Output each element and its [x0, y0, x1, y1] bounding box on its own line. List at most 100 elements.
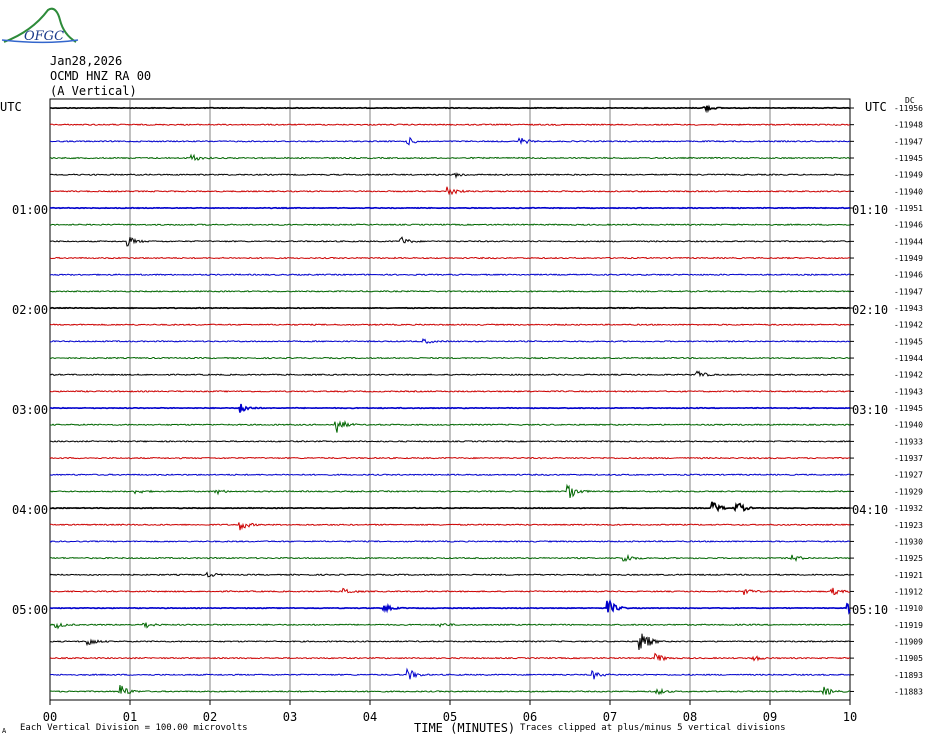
dc-offset-label: -11933	[894, 437, 923, 446]
seismic-trace	[49, 104, 851, 114]
seismic-trace	[49, 123, 851, 127]
dc-offset-label: -11942	[894, 321, 923, 330]
x-tick-label: 10	[843, 710, 857, 724]
seismic-trace	[49, 501, 851, 513]
ofgc-logo: OFGC	[1, 7, 79, 44]
dc-offset-label: -11944	[894, 354, 923, 363]
clip-note: Traces clipped at plus/minus 5 vertical …	[520, 723, 786, 733]
right-time-label: 01:10	[852, 203, 889, 217]
seismic-trace	[49, 553, 851, 563]
header-component: (A Vertical)	[50, 84, 137, 98]
dc-offset-label: -11947	[894, 137, 923, 146]
x-tick-label: 08	[683, 710, 697, 724]
right-time-label: 03:10	[852, 403, 889, 417]
seismic-trace	[49, 390, 851, 393]
x-tick-label: 06	[523, 710, 537, 724]
right-time-label: 05:10	[852, 603, 889, 617]
left-time-label: 01:00	[12, 203, 49, 217]
utc-right-label: UTC	[865, 100, 887, 114]
x-tick-label: 01	[123, 710, 137, 724]
dc-offset-label: -11947	[894, 287, 923, 296]
dc-offset-label: -11927	[894, 471, 923, 480]
dc-offset-label: -11951	[894, 204, 923, 213]
seismic-trace	[49, 136, 850, 146]
seismic-trace	[49, 206, 851, 210]
seismic-trace	[49, 633, 851, 650]
dc-offset-label: -11945	[894, 404, 923, 413]
seismic-trace	[49, 256, 851, 260]
dc-offset-label: -11909	[894, 637, 923, 646]
dc-offset-label: -11943	[894, 387, 923, 396]
seismic-trace	[49, 652, 851, 662]
dc-offset-label: -11943	[894, 304, 923, 313]
dc-offset-label: -11912	[894, 587, 923, 596]
seismic-trace	[49, 622, 851, 630]
dc-offset-label: -11893	[894, 671, 923, 680]
seismic-trace	[49, 370, 851, 378]
seismic-trace	[49, 440, 851, 443]
seismic-trace	[49, 273, 851, 277]
seismic-trace	[49, 685, 850, 696]
dc-offset-label: -11921	[894, 571, 923, 580]
dc-offset-label: -11946	[894, 221, 923, 230]
seismic-trace	[49, 483, 851, 499]
seismic-trace	[49, 306, 851, 310]
right-time-label: 04:10	[852, 503, 889, 517]
dc-offset-label: -11910	[894, 604, 923, 613]
seismic-trace	[50, 337, 851, 344]
dc-offset-label: -11949	[894, 171, 923, 180]
dc-offset-label: -11923	[894, 521, 923, 530]
x-axis-label: TIME (MINUTES)	[414, 721, 516, 735]
dc-offset-label: -11905	[894, 654, 923, 663]
left-time-label: 02:00	[12, 303, 49, 317]
dc-offset-label: -11942	[894, 371, 923, 380]
dc-offset-label: -11945	[894, 154, 923, 163]
dc-offset-label: -11945	[894, 337, 923, 346]
header-station: OCMD HNZ RA 00	[50, 69, 152, 83]
dc-offset-label: -11929	[894, 487, 923, 496]
x-tick-label: 07	[603, 710, 617, 724]
seismic-trace	[49, 223, 851, 226]
dc-offset-label: -11948	[894, 121, 923, 130]
left-time-label: 05:00	[12, 603, 49, 617]
dc-offset-label: -11930	[894, 537, 923, 546]
seismic-trace	[49, 172, 851, 179]
seismic-trace	[49, 456, 851, 460]
seismic-trace	[50, 153, 851, 161]
dc-offset-label: -11937	[894, 454, 923, 463]
header-date: Jan28,2026	[50, 54, 123, 68]
dc-offset-label: -11925	[894, 554, 923, 563]
dc-offset-label: -11940	[894, 421, 923, 430]
seismic-trace	[50, 403, 851, 413]
seismic-trace	[49, 667, 851, 680]
vertical-division-note: Each Vertical Division = 100.00 microvol…	[20, 723, 248, 733]
left-time-label: 03:00	[12, 403, 49, 417]
dc-offset-label: -11883	[894, 687, 923, 696]
x-tick-label: 00	[43, 710, 57, 724]
dc-offset-label: -11946	[894, 271, 923, 280]
x-tick-label: 04	[363, 710, 377, 724]
logo-text: OFGC	[24, 29, 64, 44]
right-time-label: 02:10	[852, 303, 889, 317]
seismic-trace	[49, 587, 851, 596]
dc-offset-label: -11919	[894, 621, 923, 630]
seismic-trace	[49, 540, 851, 543]
seismic-trace	[49, 186, 851, 196]
dc-offset-label: -11944	[894, 237, 923, 246]
seismic-trace	[49, 290, 851, 293]
corner-mark: A	[2, 727, 7, 735]
seismic-trace	[49, 236, 851, 247]
left-time-label: 04:00	[12, 503, 49, 517]
dc-offset-label: -11932	[894, 504, 923, 513]
seismic-trace	[49, 473, 850, 477]
seismic-trace	[49, 571, 851, 578]
seismic-trace	[49, 323, 850, 326]
dc-unit-label: DC	[905, 96, 915, 105]
dc-offset-label: -11956	[894, 104, 923, 113]
x-tick-label: 05	[443, 710, 457, 724]
dc-offset-label: -11940	[894, 187, 923, 196]
x-tick-label: 09	[763, 710, 777, 724]
seismic-trace	[49, 522, 851, 531]
